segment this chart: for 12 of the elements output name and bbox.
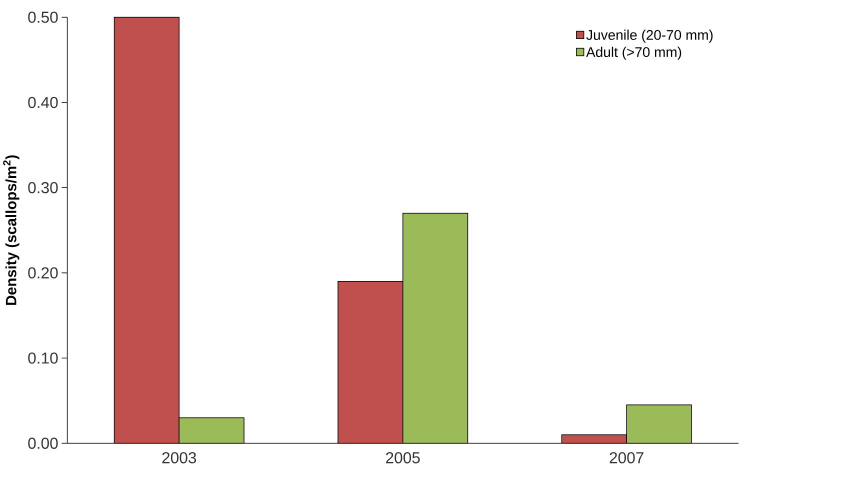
legend-label: Juvenile (20-70 mm)	[586, 30, 713, 43]
y-tick-label: 0.40	[28, 96, 58, 108]
y-tick-label: 0.00	[28, 438, 58, 449]
y-tick-label: 0.30	[28, 182, 58, 194]
x-tick-label: 2003	[162, 452, 196, 464]
x-tick-label: 2005	[386, 452, 420, 464]
y-tick-label: 0.10	[28, 352, 58, 364]
y-axis-title: Density (scallops/m$^{2}$)	[3, 155, 20, 305]
y-tick-label: 0.50	[28, 12, 58, 23]
x-tick-label: 2007	[610, 452, 644, 464]
y-tick-label: 0.20	[28, 267, 58, 278]
legend-label: Adult (>70 mm)	[586, 46, 682, 60]
